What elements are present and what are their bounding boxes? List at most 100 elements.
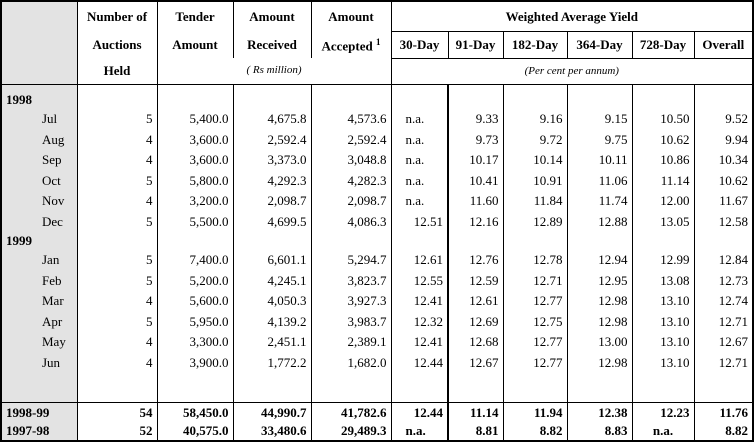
cell-d30: 12.41 [390,331,448,353]
month-label: Sep [0,149,78,170]
cell-overall: 9.94 [693,128,754,150]
table-row: Mar 4 5,600.0 4,050.3 3,927.3 12.41 12.61 12.77… [0,290,754,312]
cell-d728: 10.86 [631,149,694,170]
cell-d728: 12.99 [631,249,694,270]
summary-cell-d91: 11.14 [447,402,503,422]
table-row: Jul 5 5,400.0 4,675.8 4,573.6 n.a. 9.33 9.16 9.1… [0,108,754,129]
cell-d30: 12.44 [390,352,448,373]
cell-overall: 12.74 [693,290,754,312]
table-body: 1998 Jul 5 5,400.0 4,675.8 4,573.6 n.a. 9.33 9.1… [0,84,754,441]
year-row: 1999 [0,231,754,250]
header-auctions-line2: Auctions [76,31,158,59]
summary-cell-d728: n.a. [631,421,694,441]
summary-cell-auctions: 54 [76,402,157,422]
cell-d30: 12.55 [390,269,448,291]
cell-tender: 5,400.0 [156,108,233,129]
cell-d364: 10.11 [566,149,632,170]
header-accepted-line2: Accepted 1 [310,31,392,59]
cell-d182: 10.91 [502,169,567,191]
summary-row: 1998-99 54 58,450.0 44,990.7 41,782.6 12.44 11… [0,402,754,422]
cell-accepted: 3,927.3 [310,290,391,312]
cell-overall: 10.34 [693,149,754,170]
table-row: Apr 5 5,950.0 4,139.2 3,983.7 12.32 12.69 12.75… [0,311,754,332]
cell-tender: 3,600.0 [156,149,233,170]
cell-auctions: 4 [76,149,157,170]
summary-cell-d182: 11.94 [502,402,567,422]
summary-cell-accepted: 41,782.6 [310,402,391,422]
cell-d30: n.a. [390,169,448,191]
spacer-row [0,372,754,403]
table-row: Nov 4 3,200.0 2,098.7 2,098.7 n.a. 11.60 11.84 1… [0,190,754,211]
summary-cell-overall: 11.76 [693,402,754,422]
month-label: Aug [0,128,78,150]
cell-d364: 12.98 [566,352,632,373]
table-row: Dec 5 5,500.0 4,699.5 4,086.3 12.51 12.16 12.89… [0,210,754,232]
cell-overall: 12.71 [693,352,754,373]
header-tender-line1: Tender [156,0,234,32]
summary-cell-tender: 58,450.0 [156,402,233,422]
cell-auctions: 4 [76,290,157,312]
cell-d182: 11.84 [502,190,567,211]
cell-auctions: 5 [76,169,157,191]
summary-cell-d182: 8.82 [502,421,567,441]
cell-tender: 3,200.0 [156,190,233,211]
summary-cell-auctions: 52 [76,421,157,441]
cell-auctions: 5 [76,108,157,129]
header-accepted-line1: Amount [310,0,392,32]
summary-cell-d91: 8.81 [447,421,503,441]
cell-d364: 11.74 [566,190,632,211]
cell-d728: 13.10 [631,352,694,373]
cell-auctions: 4 [76,128,157,150]
cell-d91: 12.16 [447,210,503,232]
cell-d364: 12.98 [566,290,632,312]
month-label: Feb [0,269,78,291]
table-row: Sep 4 3,600.0 3,373.0 3,048.8 n.a. 10.17 10.14 1… [0,149,754,170]
summary-cell-tender: 40,575.0 [156,421,233,441]
period-label: 1997-98 [0,421,78,441]
header-stub [0,0,78,32]
month-label: Dec [0,210,78,232]
cell-d91: 12.68 [447,331,503,353]
cell-d364: 12.94 [566,249,632,270]
cell-d91: 9.33 [447,108,503,129]
cell-tender: 3,300.0 [156,331,233,353]
cell-d30: 12.32 [390,311,448,332]
table-row: Feb 5 5,200.0 4,245.1 3,823.7 12.55 12.59 12.71… [0,269,754,291]
cell-d30: n.a. [390,128,448,150]
cell-d182: 12.77 [502,352,567,373]
cell-tender: 3,900.0 [156,352,233,373]
header-received-line2: Received [232,31,312,59]
summary-cell-d364: 12.38 [566,402,632,422]
cell-accepted: 2,592.4 [310,128,391,150]
cell-auctions: 5 [76,311,157,332]
cell-d728: 13.10 [631,331,694,353]
cell-d728: 10.50 [631,108,694,129]
cell-d91: 9.73 [447,128,503,150]
header-row-2: Auctions Amount Received Accepted 1 30-D… [0,30,754,59]
cell-d182: 12.75 [502,311,567,332]
cell-tender: 5,800.0 [156,169,233,191]
cell-overall: 12.67 [693,331,754,353]
cell-d364: 9.15 [566,108,632,129]
cell-d91: 12.69 [447,311,503,332]
header-overall: Overall [693,30,754,59]
cell-overall: 11.67 [693,190,754,211]
header-30-day: 30-Day [390,30,449,59]
month-label: Nov [0,190,78,211]
summary-cell-received: 33,480.6 [232,421,311,441]
cell-d182: 12.89 [502,210,567,232]
cell-d30: 12.51 [390,210,448,232]
cell-received: 3,373.0 [232,149,311,170]
cell-d91: 11.60 [447,190,503,211]
cell-overall: 9.52 [693,108,754,129]
cell-d728: 13.10 [631,311,694,332]
cell-d182: 9.72 [502,128,567,150]
header-tender-line2: Amount [156,31,234,59]
cell-d91: 12.59 [447,269,503,291]
summary-cell-received: 44,990.7 [232,402,311,422]
header-728-day: 728-Day [631,30,695,59]
cell-d728: 13.10 [631,290,694,312]
cell-d182: 12.77 [502,290,567,312]
header-91-day: 91-Day [447,30,504,59]
